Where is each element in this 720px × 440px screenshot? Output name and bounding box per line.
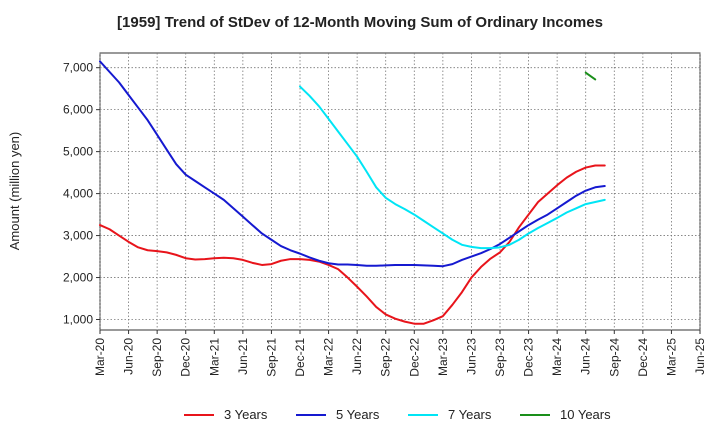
series-line-10-years [584,71,597,81]
x-tick-label: Dec-23 [522,338,536,377]
x-tick-label: Sep-21 [264,338,278,377]
plot-area [99,52,701,331]
x-tick-label: Jun-21 [236,338,250,375]
x-tick-label: Sep-20 [150,338,164,377]
legend: 3 Years 5 Years 7 Years 10 Years [184,407,611,422]
chart-title: [1959] Trend of StDev of 12-Month Moving… [117,14,603,31]
y-tick-label: 5,000 [63,145,93,159]
legend-label: 7 Years [448,407,492,422]
x-tick-label: Dec-21 [293,338,307,377]
x-axis-ticks: Mar-20 Jun-20 Sep-20 Dec-20 Mar-21 Jun-21 Sep-… [93,330,707,377]
y-tick-label: 2,000 [63,271,93,285]
series-line-3-years [99,164,606,325]
y-tick-label: 7,000 [63,61,93,75]
x-tick-label: Jun-22 [350,338,364,375]
series-line-7-years [299,85,606,250]
x-tick-label: Mar-23 [436,338,450,376]
x-tick-label: Mar-25 [664,338,678,376]
legend-label: 3 Years [224,407,268,422]
y-tick-label: 1,000 [63,313,93,327]
x-tick-label: Jun-25 [693,338,707,375]
y-axis-title: Amount (million yen) [7,132,22,251]
x-tick-label: Sep-24 [607,338,621,377]
y-tick-label: 6,000 [63,103,93,117]
grid [99,53,701,330]
y-tick-label: 3,000 [63,229,93,243]
x-tick-label: Mar-24 [550,338,564,376]
x-tick-label: Mar-22 [322,338,336,376]
x-tick-label: Dec-20 [179,338,193,377]
x-tick-label: Jun-24 [579,338,593,375]
legend-label: 10 Years [560,407,611,422]
series-line-5-years [99,60,606,268]
legend-label: 5 Years [336,407,380,422]
y-tick-label: 4,000 [63,187,93,201]
x-tick-label: Jun-23 [464,338,478,375]
x-tick-label: Mar-20 [93,338,107,376]
x-tick-label: Dec-22 [407,338,421,377]
x-tick-label: Jun-20 [122,338,136,375]
y-axis-ticks: 1,000 2,000 3,000 4,000 5,000 6,000 7,000 [63,61,100,327]
series-lines [99,60,606,325]
x-tick-label: Sep-22 [379,338,393,377]
x-tick-label: Dec-24 [636,338,650,377]
x-tick-label: Mar-21 [207,338,221,376]
x-tick-label: Sep-23 [493,338,507,377]
